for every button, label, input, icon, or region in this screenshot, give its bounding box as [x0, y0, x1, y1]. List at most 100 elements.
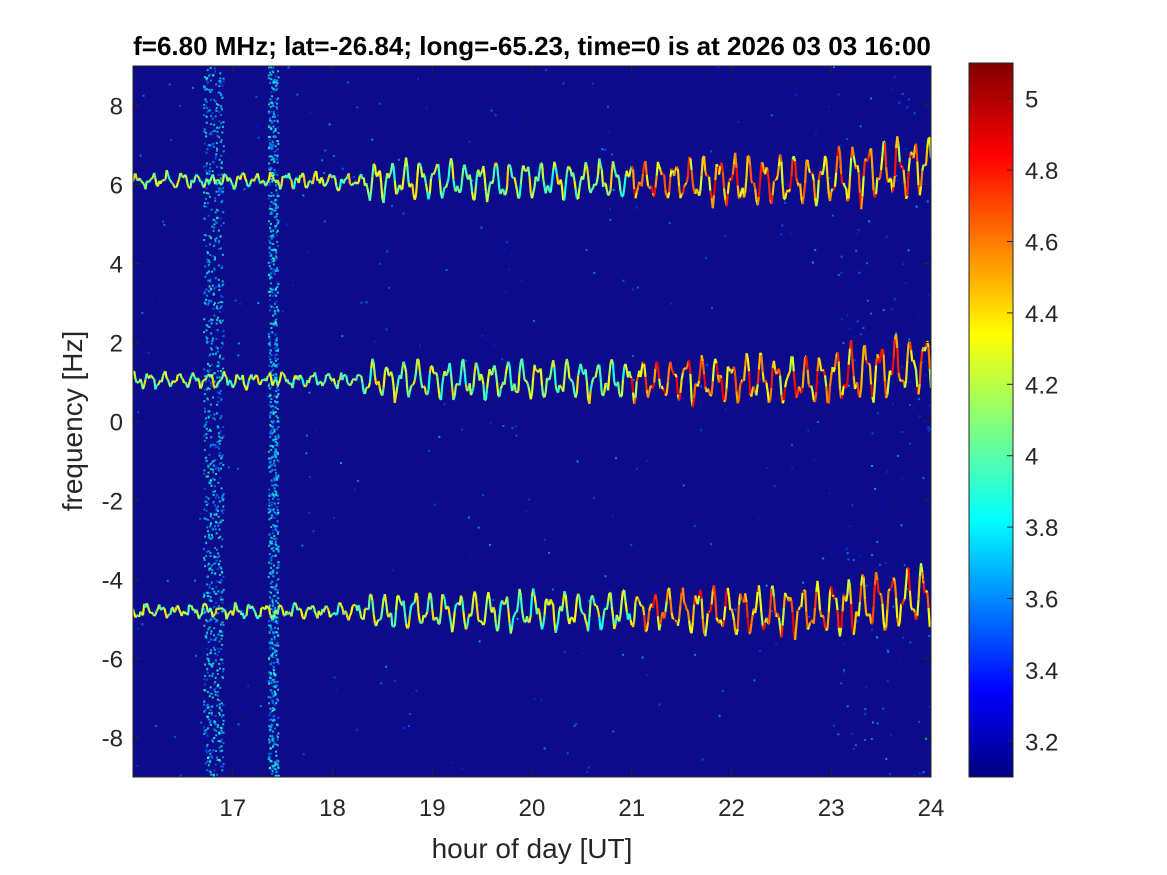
- noise-speckle: [757, 517, 760, 519]
- interference-pixel: [274, 333, 277, 336]
- interference-pixel: [274, 171, 277, 174]
- interference-pixel: [273, 644, 276, 647]
- noise-speckle: [353, 176, 355, 179]
- noise-speckle: [840, 271, 843, 274]
- trace-segment: [524, 169, 528, 173]
- interference-pixel: [203, 239, 206, 241]
- interference-pixel: [272, 737, 275, 740]
- interference-pixel: [268, 752, 271, 755]
- interference-pixel: [219, 306, 222, 309]
- interference-pixel: [277, 348, 280, 350]
- interference-pixel: [269, 430, 272, 433]
- interference-pixel: [272, 421, 274, 424]
- interference-pixel: [218, 285, 221, 288]
- interference-pixel: [220, 745, 223, 748]
- noise-speckle: [563, 650, 566, 653]
- interference-pixel: [222, 330, 225, 333]
- noise-speckle: [461, 428, 464, 431]
- interference-pixel: [203, 107, 206, 110]
- noise-speckle: [875, 636, 878, 639]
- interference-pixel: [222, 145, 225, 148]
- trace-segment: [585, 165, 590, 176]
- interference-pixel: [216, 759, 219, 761]
- interference-pixel: [217, 563, 220, 566]
- trace-segment: [573, 180, 577, 190]
- interference-pixel: [272, 529, 275, 532]
- noise-speckle: [892, 121, 895, 124]
- trace-segment: [259, 607, 263, 617]
- trace-segment: [801, 590, 805, 594]
- interference-pixel: [215, 619, 218, 621]
- trace-segment: [519, 171, 524, 185]
- trace-segment: [549, 599, 553, 604]
- trace-segment: [358, 610, 363, 618]
- trace-segment: [651, 382, 656, 389]
- trace-segment: [655, 361, 659, 368]
- interference-pixel: [271, 142, 274, 145]
- trace-segment: [700, 157, 704, 176]
- interference-pixel: [206, 397, 209, 400]
- trace-segment: [300, 376, 304, 381]
- trace-segment: [287, 172, 292, 180]
- trace-segment: [669, 599, 673, 613]
- interference-pixel: [270, 718, 273, 721]
- noise-speckle: [754, 644, 757, 647]
- trace-segment: [156, 382, 161, 386]
- y-tick-label: 0: [110, 410, 123, 437]
- interference-pixel: [276, 387, 279, 390]
- interference-pixel: [209, 280, 212, 283]
- interference-pixel: [210, 705, 213, 708]
- interference-pixel: [276, 291, 279, 294]
- noise-speckle: [271, 760, 274, 763]
- interference-pixel: [212, 646, 215, 649]
- interference-pixel: [276, 324, 278, 327]
- interference-pixel: [275, 754, 278, 757]
- trace-segment: [161, 372, 166, 377]
- trace-segment: [234, 374, 238, 384]
- interference-pixel: [218, 731, 220, 734]
- interference-pixel: [272, 295, 275, 298]
- interference-pixel: [213, 562, 215, 565]
- trace-segment: [823, 375, 828, 387]
- noise-speckle: [142, 94, 145, 97]
- interference-pixel: [276, 459, 279, 462]
- interference-pixel: [212, 443, 215, 446]
- trace-segment: [845, 381, 849, 389]
- interference-pixel: [221, 454, 224, 457]
- interference-pixel: [222, 498, 225, 501]
- trace-segment: [173, 185, 177, 189]
- interference-pixel: [204, 275, 207, 278]
- trace-segment: [700, 354, 704, 362]
- trace-segment: [507, 608, 511, 624]
- interference-pixel: [274, 615, 277, 618]
- interference-pixel: [274, 656, 277, 659]
- trace-segment: [861, 176, 865, 197]
- trace-segment: [609, 592, 613, 607]
- noise-speckle: [925, 737, 927, 740]
- trace-segment: [760, 355, 764, 373]
- noise-speckle: [333, 517, 336, 519]
- interference-pixel: [218, 442, 221, 445]
- trace-segment: [683, 183, 687, 188]
- interference-pixel: [275, 204, 278, 207]
- trace-segment: [436, 163, 440, 167]
- trace-segment: [664, 190, 668, 197]
- trace-segment: [282, 373, 287, 378]
- trace-segment: [255, 374, 259, 379]
- noise-speckle: [864, 738, 867, 741]
- trace-segment: [395, 192, 399, 195]
- noise-speckle: [391, 569, 394, 572]
- interference-pixel: [219, 623, 222, 626]
- trace-segment: [182, 175, 185, 179]
- interference-pixel: [273, 257, 276, 260]
- trace-segment: [735, 167, 739, 186]
- interference-pixel: [210, 384, 213, 387]
- trace-segment: [321, 382, 325, 387]
- interference-pixel: [267, 110, 270, 113]
- noise-speckle: [831, 716, 834, 719]
- trace-segment: [453, 385, 457, 397]
- interference-pixel: [205, 636, 208, 639]
- noise-speckle: [921, 361, 924, 364]
- interference-pixel: [207, 109, 210, 112]
- trace-segment: [573, 612, 577, 623]
